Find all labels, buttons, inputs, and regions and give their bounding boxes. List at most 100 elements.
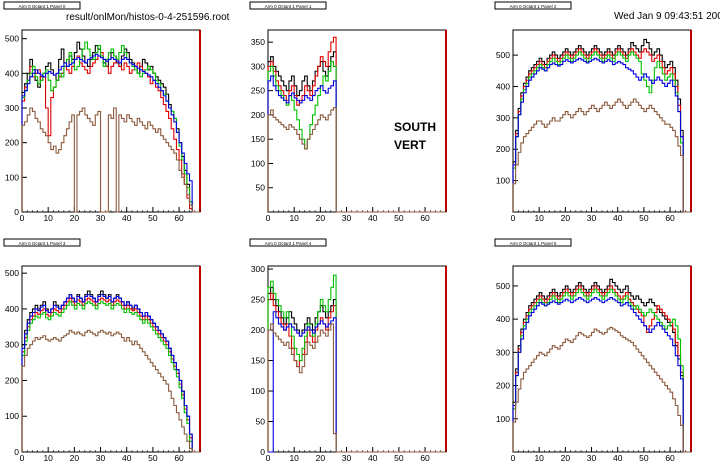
x-tick-label: 30 [587, 213, 597, 223]
panel-title: Arm 0 Octant 1 Panel 0 [19, 4, 66, 9]
x-tick-label: 40 [368, 213, 378, 223]
histogram-series-4 [21, 329, 200, 453]
histogram-series-3 [512, 297, 691, 453]
panel-title-box [494, 1, 572, 10]
x-tick-label: 0 [266, 213, 271, 223]
annotation-south: SOUTH [394, 120, 436, 134]
x-tick-label: 40 [368, 453, 378, 463]
y-tick-label: 500 [5, 34, 19, 44]
x-tick-label: 50 [394, 213, 404, 223]
x-tick-label: 20 [561, 213, 571, 223]
histogram-series-3 [21, 53, 200, 213]
histogram-panel-2: Arm 0 Octant 1 Panel 2 0 10 20 30 40 50 60 100 20… [494, 1, 692, 223]
y-tick-label: 500 [5, 268, 19, 278]
x-tick-label: 0 [511, 453, 516, 463]
x-tick-label: 10 [43, 213, 53, 223]
y-tick-label: 0 [14, 207, 19, 217]
y-tick-label: 150 [251, 134, 265, 144]
y-tick-label: 350 [251, 37, 265, 47]
histogram-panel-5: Arm 0 Octant 1 Panel 5 0 10 20 30 40 50 60 100 20… [494, 238, 692, 463]
histogram-series-0 [267, 286, 446, 453]
panel-title: Arm 0 Octant 1 Panel 3 [19, 241, 66, 246]
y-tick-label: 500 [496, 281, 510, 291]
histogram-series-2 [512, 51, 691, 213]
x-tick-label: 0 [20, 453, 25, 463]
y-tick-label: 250 [251, 86, 265, 96]
x-tick-label: 10 [43, 453, 53, 463]
x-tick-label: 0 [266, 453, 271, 463]
histogram-series-3 [512, 57, 691, 213]
histogram-series-1 [512, 285, 691, 453]
y-tick-label: 400 [5, 68, 19, 78]
y-tick-label: 400 [496, 314, 510, 324]
x-tick-label: 50 [394, 453, 404, 463]
histogram-panel-1: Arm 0 Octant 1 Panel 1 0 10 20 30 40 50 60 50 100… [249, 1, 447, 223]
x-tick-label: 30 [587, 453, 597, 463]
histogram-series-1 [21, 51, 200, 213]
x-tick-label: 60 [420, 453, 430, 463]
y-tick-label: 500 [496, 50, 510, 60]
histogram-series-2 [267, 274, 446, 453]
y-tick-label: 200 [496, 381, 510, 391]
y-tick-label: 300 [5, 103, 19, 113]
y-tick-label: 150 [251, 356, 265, 366]
x-tick-label: 50 [148, 453, 158, 463]
y-tick-label: 50 [256, 417, 266, 427]
x-tick-label: 50 [639, 453, 649, 463]
x-tick-label: 30 [342, 213, 352, 223]
histogram-panel-0: Arm 0 Octant 1 Panel 0 0 10 20 30 40 50 60 0 100 2… [3, 1, 201, 223]
timestamp-header: Wed Jan 9 09:43:51 2008 [614, 11, 720, 22]
histogram-series-3 [268, 311, 446, 453]
y-tick-label: 100 [251, 158, 265, 168]
y-tick-label: 100 [496, 176, 510, 186]
panel-title-box [494, 238, 572, 247]
panel-title: Arm 0 Octant 1 Panel 5 [510, 241, 557, 246]
x-tick-label: 10 [289, 453, 299, 463]
y-tick-label: 300 [496, 347, 510, 357]
y-tick-label: 300 [251, 61, 265, 71]
x-tick-label: 20 [316, 213, 326, 223]
x-tick-label: 50 [148, 213, 158, 223]
y-tick-label: 300 [251, 264, 265, 274]
panel-title-box [249, 1, 327, 10]
x-tick-label: 60 [174, 453, 184, 463]
y-tick-label: 100 [5, 172, 19, 182]
histogram-series-1 [21, 297, 200, 453]
x-tick-label: 60 [665, 213, 675, 223]
y-tick-label: 0 [260, 447, 265, 457]
y-tick-label: 200 [5, 375, 19, 385]
histogram-series-4 [21, 107, 200, 213]
x-tick-label: 0 [20, 213, 25, 223]
x-tick-label: 40 [122, 453, 132, 463]
histogram-series-4 [512, 326, 691, 453]
panel-title-box [3, 1, 81, 10]
x-tick-label: 50 [639, 213, 649, 223]
panel-title-box [249, 238, 327, 247]
y-tick-label: 0 [14, 447, 19, 457]
histogram-series-4 [267, 107, 446, 213]
x-tick-label: 40 [613, 213, 623, 223]
histogram-series-3 [21, 294, 200, 453]
x-tick-label: 10 [534, 213, 544, 223]
x-tick-label: 40 [613, 453, 623, 463]
y-tick-label: 300 [496, 113, 510, 123]
y-tick-label: 400 [496, 81, 510, 91]
x-tick-label: 10 [289, 213, 299, 223]
panel-title: Arm 0 Octant 1 Panel 1 [265, 4, 312, 9]
x-tick-label: 40 [122, 213, 132, 223]
file-path-header: result/onlMon/histos-0-4-251596.root [66, 12, 230, 23]
histogram-panel-3: Arm 0 Octant 1 Panel 3 0 10 20 30 40 50 60 0 100 2… [3, 238, 201, 463]
y-tick-label: 250 [251, 295, 265, 305]
x-tick-label: 60 [420, 213, 430, 223]
panel-title-box [3, 238, 81, 247]
y-tick-label: 200 [251, 110, 265, 120]
y-tick-label: 300 [5, 340, 19, 350]
x-tick-label: 30 [342, 453, 352, 463]
histogram-series-2 [512, 288, 691, 453]
x-tick-label: 20 [316, 453, 326, 463]
x-tick-label: 0 [511, 213, 516, 223]
histogram-series-2 [21, 301, 200, 453]
y-tick-label: 100 [251, 386, 265, 396]
x-tick-label: 20 [561, 453, 571, 463]
